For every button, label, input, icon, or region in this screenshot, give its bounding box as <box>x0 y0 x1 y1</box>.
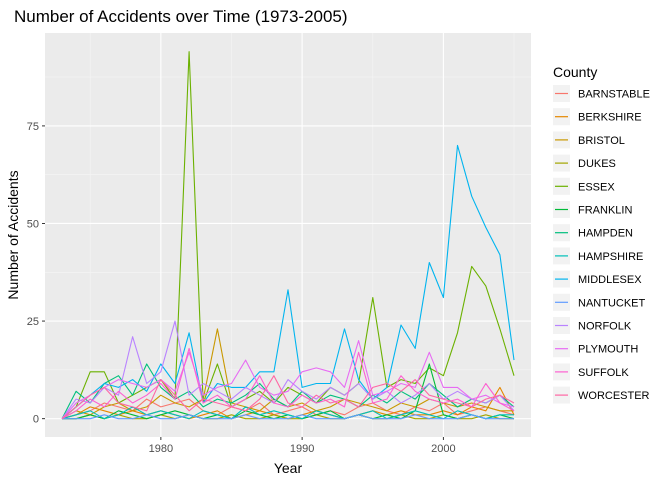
minor-gridlines <box>45 33 531 437</box>
legend-label-hampden: HAMPDEN <box>578 228 633 240</box>
series-line-worcester <box>61 375 515 420</box>
y-axis-title: Number of Accidents <box>5 170 21 299</box>
legend-title: County <box>553 64 597 80</box>
series-line-barnstable <box>61 398 515 420</box>
legend: County BARNSTABLE BERKSHIRE BRISTOL DUKES ES… <box>553 64 650 404</box>
series-lines <box>61 51 515 420</box>
series-line-norfolk <box>61 320 515 420</box>
legend-label-essex: ESSEX <box>578 181 615 193</box>
legend-label-norfolk: NORFOLK <box>578 321 632 333</box>
legend-label-barnstable: BARNSTABLE <box>578 89 650 101</box>
y-axis: 0 25 50 75 <box>27 121 45 426</box>
legend-label-berkshire: BERKSHIRE <box>578 112 642 124</box>
legend-label-franklin: FRANKLIN <box>578 205 632 217</box>
x-axis-title: Year <box>274 460 303 476</box>
series-line-nantucket <box>62 414 514 420</box>
legend-label-bristol: BRISTOL <box>578 135 625 147</box>
y-tick-label: 75 <box>27 121 39 133</box>
legend-label-middlesex: MIDDLESEX <box>578 274 642 286</box>
chart-title: Number of Accidents over Time (1973-2005… <box>14 7 348 26</box>
legend-label-suffolk: SUFFOLK <box>578 367 629 379</box>
y-tick-label: 25 <box>27 316 39 328</box>
y-tick-label: 0 <box>33 414 39 426</box>
legend-label-dukes: DUKES <box>578 158 616 170</box>
legend-label-nantucket: NANTUCKET <box>578 297 646 309</box>
y-tick-label: 50 <box>27 218 39 230</box>
x-tick-label: 1980 <box>149 443 173 455</box>
legend-label-hampshire: HAMPSHIRE <box>578 251 643 263</box>
series-line-hampshire <box>61 406 514 420</box>
series-line-essex <box>61 51 515 420</box>
series-line-suffolk <box>61 347 515 420</box>
legend-label-worcester: WORCESTER <box>578 390 650 402</box>
legend-label-plymouth: PLYMOUTH <box>578 344 638 356</box>
x-tick-label: 1990 <box>290 443 314 455</box>
series-line-plymouth <box>61 340 515 420</box>
x-axis: 1980 1990 2000 <box>149 437 456 455</box>
x-tick-label: 2000 <box>431 443 455 455</box>
series-line-middlesex <box>61 144 515 420</box>
